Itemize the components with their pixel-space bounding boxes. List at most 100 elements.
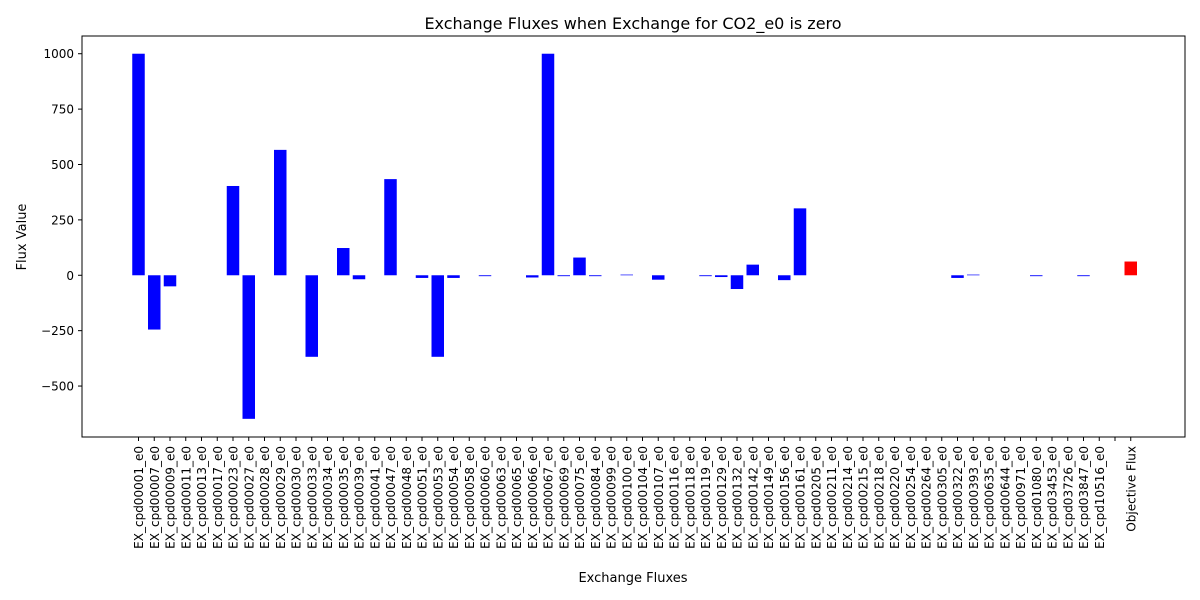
x-tick-label: EX_cpd00007_e0	[148, 446, 162, 549]
x-tick-label: EX_cpd00041_e0	[368, 446, 382, 549]
bar	[652, 275, 665, 280]
y-tick-label: 0	[66, 269, 74, 283]
x-tick-label: EX_cpd00035_e0	[337, 446, 351, 549]
bar	[573, 257, 586, 276]
x-tick-label: EX_cpd00065_e0	[510, 446, 524, 549]
x-axis: EX_cpd00001_e0 EX_cpd00007_e0 EX_cpd00009_…	[132, 437, 1138, 549]
x-tick-label: EX_cpd00099_e0	[605, 446, 619, 549]
x-tick-label: EX_cpd00053_e0	[431, 446, 445, 549]
bar	[163, 275, 177, 287]
x-tick-label: EX_cpd00644_e0	[998, 446, 1012, 549]
bar	[589, 275, 602, 277]
x-tick-label: EX_cpd00129_e0	[715, 446, 729, 549]
bar	[778, 275, 791, 281]
bar	[337, 248, 350, 276]
x-tick-label: EX_cpd00156_e0	[778, 446, 792, 549]
x-tick-label: EX_cpd00048_e0	[400, 446, 414, 549]
bar	[1077, 275, 1090, 277]
bar	[305, 275, 318, 357]
x-tick-label: EX_cpd03847_e0	[1077, 446, 1091, 549]
x-tick-label: EX_cpd00205_e0	[809, 446, 823, 549]
x-tick-label: EX_cpd00001_e0	[132, 446, 146, 549]
x-tick-label: EX_cpd00132_e0	[731, 446, 745, 549]
y-tick-label: 500	[51, 158, 74, 172]
x-tick-label: EX_cpd00211_e0	[825, 446, 839, 549]
bar	[951, 275, 964, 278]
x-tick-label: EX_cpd00305_e0	[935, 446, 949, 549]
y-axis: −500 −250 0 250 500 750 1000	[41, 47, 82, 394]
plot-frame	[81, 35, 1186, 438]
bar	[746, 264, 759, 276]
x-tick-label: EX_cpd00118_e0	[683, 446, 697, 549]
x-tick-label: EX_cpd00011_e0	[179, 446, 193, 549]
x-tick-label: EX_cpd00264_e0	[920, 446, 934, 549]
x-tick-label: EX_cpd00066_e0	[526, 446, 540, 549]
x-tick-label: EX_cpd00030_e0	[290, 446, 304, 549]
x-tick-label: EX_cpd00116_e0	[668, 446, 682, 549]
x-tick-label: EX_cpd00635_e0	[983, 446, 997, 549]
bar	[730, 275, 744, 290]
x-axis-title: Exchange Fluxes	[578, 571, 687, 586]
x-tick-label: EX_cpd03453_e0	[1046, 446, 1060, 549]
bar	[1124, 261, 1137, 276]
x-tick-label: EX_cpd00254_e0	[904, 446, 918, 549]
x-tick-label: EX_cpd00075_e0	[573, 446, 587, 549]
x-tick-label: EX_cpd00119_e0	[699, 446, 713, 549]
x-tick-label: EX_cpd00107_e0	[652, 446, 666, 549]
x-tick-label: Objective Flux	[1124, 446, 1138, 532]
x-tick-label: EX_cpd00218_e0	[872, 446, 886, 549]
x-tick-label: EX_cpd00009_e0	[164, 446, 178, 549]
x-tick-label: EX_cpd00142_e0	[746, 446, 760, 549]
bar	[415, 275, 429, 278]
x-tick-label: EX_cpd00084_e0	[589, 446, 603, 549]
chart-title: Exchange Fluxes when Exchange for CO2_e0…	[424, 14, 841, 34]
bar	[447, 275, 460, 278]
bar	[242, 275, 255, 419]
x-tick-label: EX_cpd10516_e0	[1093, 446, 1107, 549]
x-tick-label: EX_cpd00054_e0	[447, 446, 461, 549]
bar	[226, 185, 240, 276]
y-tick-label: 1000	[43, 47, 74, 61]
bar	[557, 275, 570, 277]
x-tick-label: EX_cpd00047_e0	[384, 446, 398, 549]
bar	[526, 275, 539, 278]
x-tick-label: EX_cpd00161_e0	[794, 446, 808, 549]
bar	[352, 275, 366, 280]
x-tick-label: EX_cpd00149_e0	[762, 446, 776, 549]
y-tick-label: −250	[41, 324, 74, 338]
bar	[478, 275, 492, 277]
bar	[132, 53, 145, 276]
bar	[274, 149, 287, 276]
x-tick-label: EX_cpd00214_e0	[841, 446, 855, 549]
x-tick-label: EX_cpd00069_e0	[557, 446, 571, 549]
x-tick-label: EX_cpd00971_e0	[1014, 446, 1028, 549]
x-tick-label: EX_cpd00322_e0	[951, 446, 965, 549]
bar	[541, 53, 555, 276]
x-tick-label: EX_cpd00220_e0	[888, 446, 902, 549]
x-tick-label: EX_cpd00215_e0	[857, 446, 871, 549]
x-tick-label: EX_cpd00104_e0	[636, 446, 650, 549]
x-tick-label: EX_cpd00063_e0	[494, 446, 508, 549]
y-tick-label: −500	[41, 380, 74, 394]
x-tick-label: EX_cpd01080_e0	[1030, 446, 1044, 549]
x-tick-label: EX_cpd00017_e0	[211, 446, 225, 549]
x-tick-label: EX_cpd00060_e0	[479, 446, 493, 549]
x-tick-label: EX_cpd00051_e0	[416, 446, 430, 549]
x-tick-label: EX_cpd00100_e0	[620, 446, 634, 549]
bar	[793, 208, 807, 276]
y-axis-title: Flux Value	[15, 204, 30, 271]
x-tick-label: EX_cpd00023_e0	[227, 446, 241, 549]
bar	[431, 275, 444, 357]
y-tick-label: 750	[51, 103, 74, 117]
bar	[620, 274, 633, 276]
x-tick-label: EX_cpd00067_e0	[542, 446, 556, 549]
x-tick-label: EX_cpd00058_e0	[463, 446, 477, 549]
bar	[384, 179, 397, 276]
x-tick-label: EX_cpd00029_e0	[274, 446, 288, 549]
bar	[699, 275, 712, 277]
y-tick-label: 250	[51, 213, 74, 227]
x-tick-label: EX_cpd00013_e0	[195, 446, 209, 549]
x-tick-label: EX_cpd00033_e0	[305, 446, 319, 549]
x-tick-label: EX_cpd00393_e0	[967, 446, 981, 549]
